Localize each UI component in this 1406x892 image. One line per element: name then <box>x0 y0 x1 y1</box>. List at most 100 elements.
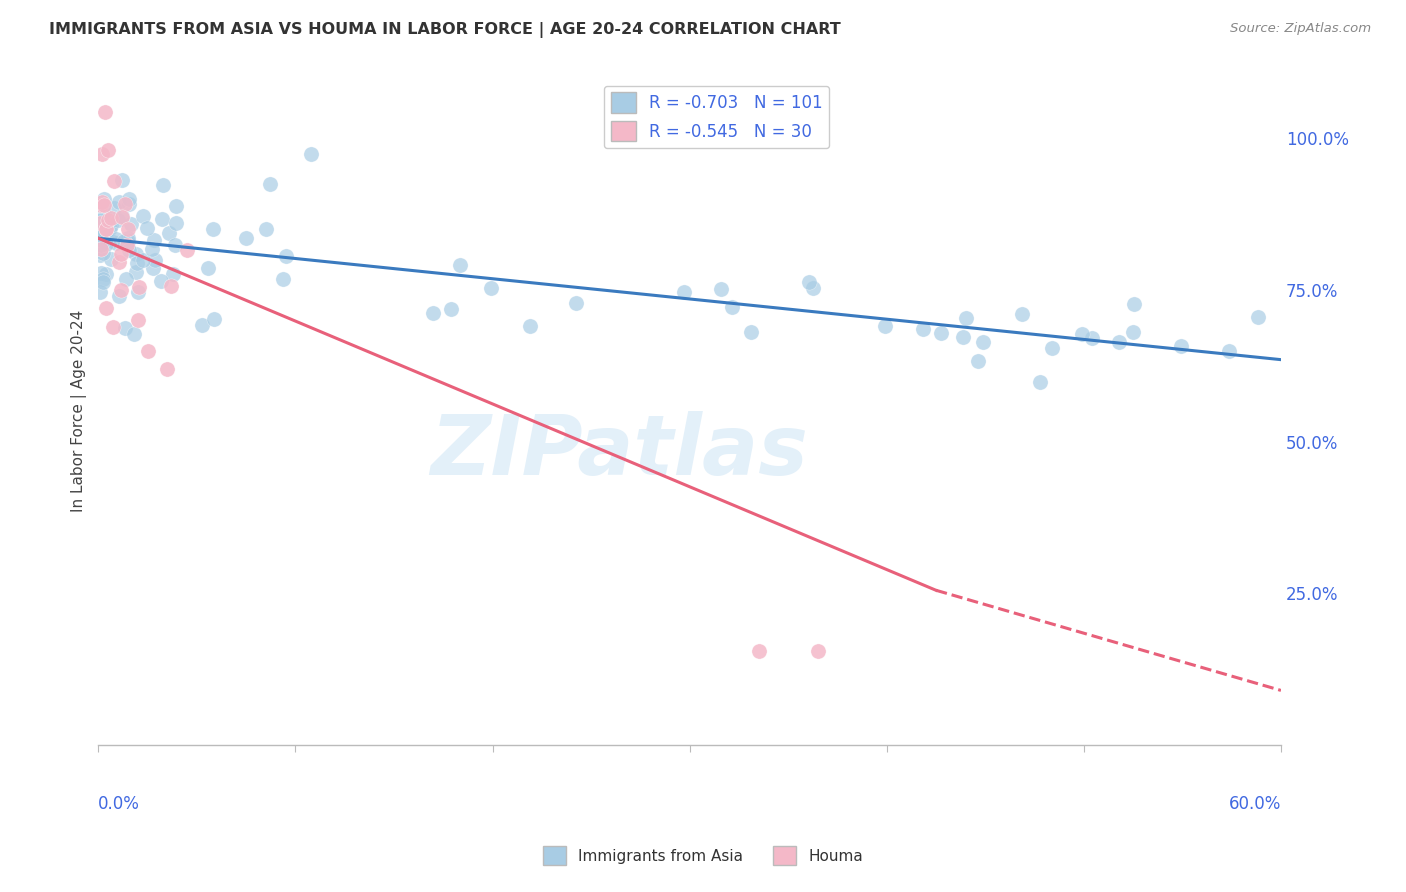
Point <box>93 206 115 220</box>
Point <box>103 173 125 187</box>
Point <box>90 266 112 280</box>
Point <box>132 209 155 223</box>
Point <box>202 221 225 235</box>
Point <box>740 325 762 339</box>
Text: 60.0%: 60.0% <box>1229 795 1281 814</box>
Point <box>150 274 173 288</box>
Point <box>117 234 139 248</box>
Point <box>450 258 472 272</box>
Point <box>1070 326 1092 341</box>
Point <box>152 178 174 192</box>
Point <box>90 229 112 244</box>
Point <box>110 246 132 260</box>
Point <box>162 267 184 281</box>
Point <box>952 330 974 344</box>
Point <box>96 267 118 281</box>
Point <box>1108 334 1130 349</box>
Point <box>673 285 696 299</box>
Point <box>94 229 117 244</box>
Point <box>125 264 148 278</box>
Point <box>748 644 770 658</box>
Point <box>1011 307 1033 321</box>
Point <box>96 237 118 252</box>
Point <box>111 209 134 223</box>
Point <box>89 216 111 230</box>
Point <box>797 275 820 289</box>
Point <box>128 280 150 294</box>
Point <box>801 281 824 295</box>
Point <box>165 216 187 230</box>
Point <box>479 281 502 295</box>
Point <box>91 245 114 260</box>
Point <box>93 198 115 212</box>
Point <box>271 271 294 285</box>
Point <box>911 322 934 336</box>
Point <box>197 260 219 275</box>
Point <box>90 146 112 161</box>
Point <box>100 252 122 267</box>
Point <box>90 213 112 227</box>
Point <box>127 313 149 327</box>
Legend: R = -0.703   N = 101, R = -0.545   N = 30: R = -0.703 N = 101, R = -0.545 N = 30 <box>603 86 830 148</box>
Point <box>1170 339 1192 353</box>
Point <box>967 354 990 368</box>
Point <box>114 235 136 249</box>
Point <box>89 248 111 262</box>
Point <box>117 222 139 236</box>
Point <box>875 319 897 334</box>
Point <box>142 233 165 247</box>
Point <box>156 361 179 376</box>
Text: Source: ZipAtlas.com: Source: ZipAtlas.com <box>1230 22 1371 36</box>
Point <box>100 218 122 232</box>
Point <box>972 334 994 349</box>
Point <box>150 212 173 227</box>
Point <box>165 199 187 213</box>
Point <box>94 221 117 235</box>
Point <box>202 311 225 326</box>
Point <box>110 284 132 298</box>
Point <box>125 247 148 261</box>
Point <box>118 243 141 257</box>
Point <box>929 326 952 341</box>
Point <box>115 235 138 249</box>
Point <box>1080 331 1102 345</box>
Point <box>132 253 155 268</box>
Point <box>807 644 830 658</box>
Text: ZIPatlas: ZIPatlas <box>430 411 807 491</box>
Point <box>117 231 139 245</box>
Point <box>100 235 122 249</box>
Point <box>103 320 125 334</box>
Point <box>96 301 118 316</box>
Point <box>90 227 112 241</box>
Point <box>118 196 141 211</box>
Point <box>565 296 588 310</box>
Point <box>105 235 128 250</box>
Point <box>107 212 129 227</box>
Text: IMMIGRANTS FROM ASIA VS HOUMA IN LABOR FORCE | AGE 20-24 CORRELATION CHART: IMMIGRANTS FROM ASIA VS HOUMA IN LABOR F… <box>49 22 841 38</box>
Point <box>1122 325 1144 339</box>
Point <box>107 194 129 209</box>
Point <box>955 310 977 325</box>
Point <box>1040 341 1063 355</box>
Point <box>115 272 138 286</box>
Legend: Immigrants from Asia, Houma: Immigrants from Asia, Houma <box>537 840 869 871</box>
Point <box>111 173 134 187</box>
Point <box>127 285 149 299</box>
Text: 0.0%: 0.0% <box>98 795 141 814</box>
Point <box>141 242 163 256</box>
Point <box>93 222 115 236</box>
Point <box>299 147 322 161</box>
Point <box>254 222 277 236</box>
Point <box>104 232 127 246</box>
Point <box>103 201 125 215</box>
Point <box>124 326 146 341</box>
Point <box>90 238 112 252</box>
Point <box>143 252 166 267</box>
Point <box>97 143 120 157</box>
Point <box>114 320 136 334</box>
Point <box>108 254 131 268</box>
Point <box>94 105 117 120</box>
Point <box>90 229 112 244</box>
Point <box>710 282 733 296</box>
Point <box>142 260 165 275</box>
